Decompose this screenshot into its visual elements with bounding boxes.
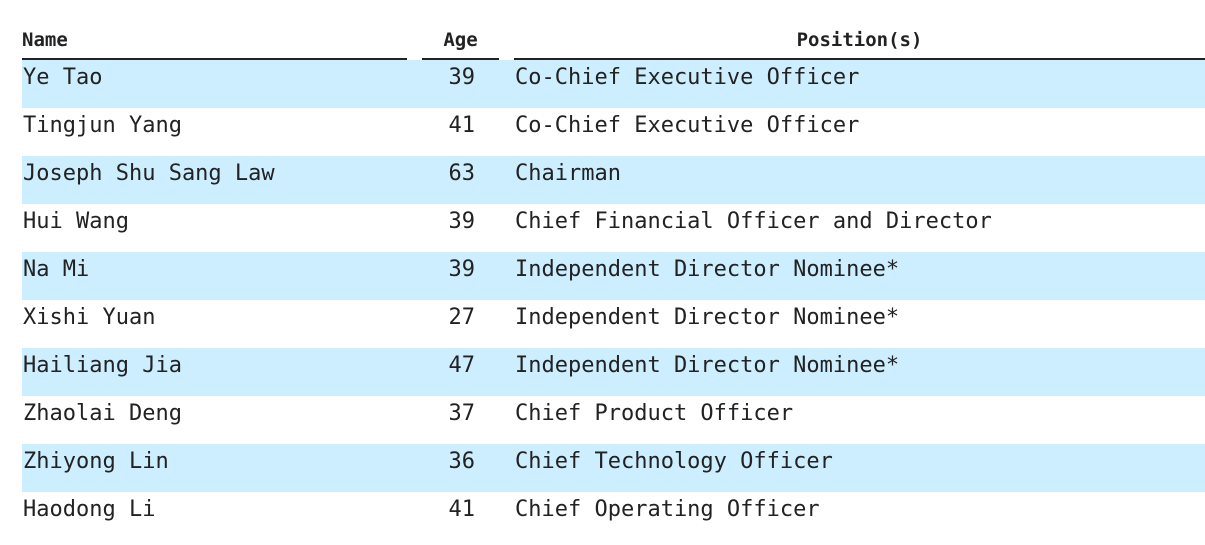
- cell-age: 37: [448, 401, 476, 426]
- table-row: Tingjun Yang 41 Co-Chief Executive Offic…: [22, 108, 1205, 156]
- table-row: Hui Wang 39 Chief Financial Officer and …: [22, 204, 1205, 252]
- cell-position: Independent Director Nominee*: [515, 305, 900, 330]
- table-row: Xishi Yuan 27 Independent Director Nomin…: [22, 300, 1205, 348]
- cell-name: Hui Wang: [23, 209, 129, 234]
- table-row: Joseph Shu Sang Law 63 Chairman: [22, 156, 1205, 204]
- table-row: Zhaolai Deng 37 Chief Product Officer: [22, 396, 1205, 444]
- cell-name: Zhiyong Lin: [23, 449, 169, 474]
- cell-position: Independent Director Nominee*: [515, 353, 900, 378]
- cell-name: Haodong Li: [23, 497, 156, 522]
- cell-position: Chief Technology Officer: [515, 449, 833, 474]
- cell-age: 41: [448, 497, 476, 522]
- table-row: Zhiyong Lin 36 Chief Technology Officer: [22, 444, 1205, 492]
- cell-position: Co-Chief Executive Officer: [515, 113, 860, 138]
- cell-age: 41: [448, 113, 476, 138]
- cell-name: Zhaolai Deng: [23, 401, 182, 426]
- cell-position: Chairman: [515, 161, 621, 186]
- table-row: Haodong Li 41 Chief Operating Officer: [22, 492, 1205, 540]
- cell-position: Chief Operating Officer: [515, 497, 820, 522]
- cell-age: 47: [448, 353, 476, 378]
- header-age: Age: [422, 26, 499, 60]
- officers-table: Name Age Position(s) Ye Tao 39 Co-Chief …: [22, 26, 1205, 540]
- cell-age: 36: [448, 449, 476, 474]
- cell-position: Co-Chief Executive Officer: [515, 65, 860, 90]
- header-position: Position(s): [514, 26, 1205, 60]
- header-name: Name: [22, 26, 407, 60]
- table-header: Name Age Position(s): [22, 26, 1205, 60]
- table-row: Ye Tao 39 Co-Chief Executive Officer: [22, 60, 1205, 108]
- table-row: Na Mi 39 Independent Director Nominee*: [22, 252, 1205, 300]
- cell-position: Independent Director Nominee*: [515, 257, 900, 282]
- cell-position: Chief Product Officer: [515, 401, 794, 426]
- table-row: Hailiang Jia 47 Independent Director Nom…: [22, 348, 1205, 396]
- cell-name: Na Mi: [23, 257, 90, 282]
- cell-name: Hailiang Jia: [23, 353, 182, 378]
- cell-age: 39: [448, 257, 476, 282]
- cell-name: Joseph Shu Sang Law: [23, 161, 275, 186]
- cell-age: 27: [448, 305, 476, 330]
- cell-name: Tingjun Yang: [23, 113, 182, 138]
- cell-name: Ye Tao: [23, 65, 103, 90]
- cell-age: 63: [448, 161, 476, 186]
- cell-name: Xishi Yuan: [23, 305, 156, 330]
- cell-age: 39: [448, 65, 476, 90]
- cell-position: Chief Financial Officer and Director: [515, 209, 992, 234]
- cell-age: 39: [448, 209, 476, 234]
